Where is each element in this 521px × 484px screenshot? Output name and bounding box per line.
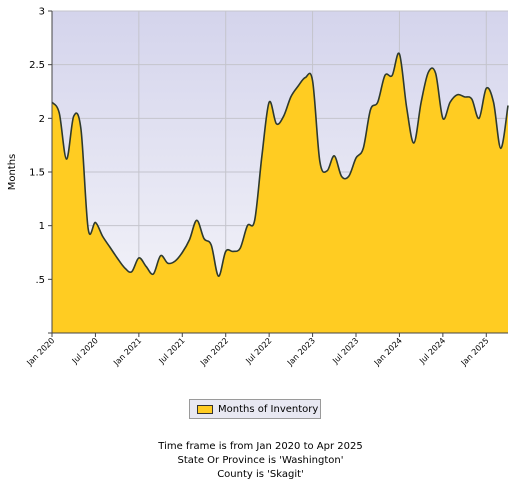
y-axis-label: Months xyxy=(7,154,18,191)
series-area xyxy=(52,53,508,333)
series-line xyxy=(51,52,509,277)
y-tick-label: 2 xyxy=(39,114,45,125)
x-tick-label: Jul 2022 xyxy=(243,336,273,366)
y-tick-label: 1.5 xyxy=(29,168,45,179)
caption-county: County is 'Skagit' xyxy=(217,469,304,480)
months-of-inventory-chart: .5 1 1.5 2 2.5 3 Jan 2020 Jul 2020 Jan 2021 Jul … xyxy=(7,7,509,368)
x-tick-label: Jul 2024 xyxy=(417,336,447,366)
x-tick-label: Jul 2023 xyxy=(330,336,360,366)
caption-state: State Or Province is 'Washington' xyxy=(177,455,344,466)
caption-timeframe: Time frame is from Jan 2020 to Apr 2025 xyxy=(158,441,363,452)
x-tick-label: Jan 2025 xyxy=(459,336,491,368)
y-tick-label: 2.5 xyxy=(29,60,45,71)
y-tick-label: 1 xyxy=(39,221,45,232)
x-tick-label: Jan 2020 xyxy=(24,336,56,368)
legend: Months of Inventory xyxy=(189,399,321,419)
legend-swatch xyxy=(197,404,213,414)
x-tick-label: Jan 2021 xyxy=(111,336,143,368)
x-tick-label: Jul 2021 xyxy=(157,336,187,366)
x-tick-label: Jan 2022 xyxy=(198,336,230,368)
legend-label: Months of Inventory xyxy=(218,403,319,415)
y-tick-label: 3 xyxy=(39,7,45,18)
y-tick-label: .5 xyxy=(35,275,45,286)
x-tick-label: Jul 2020 xyxy=(70,336,100,366)
x-tick-label: Jan 2023 xyxy=(285,336,317,368)
x-tick-label: Jan 2024 xyxy=(372,336,404,368)
